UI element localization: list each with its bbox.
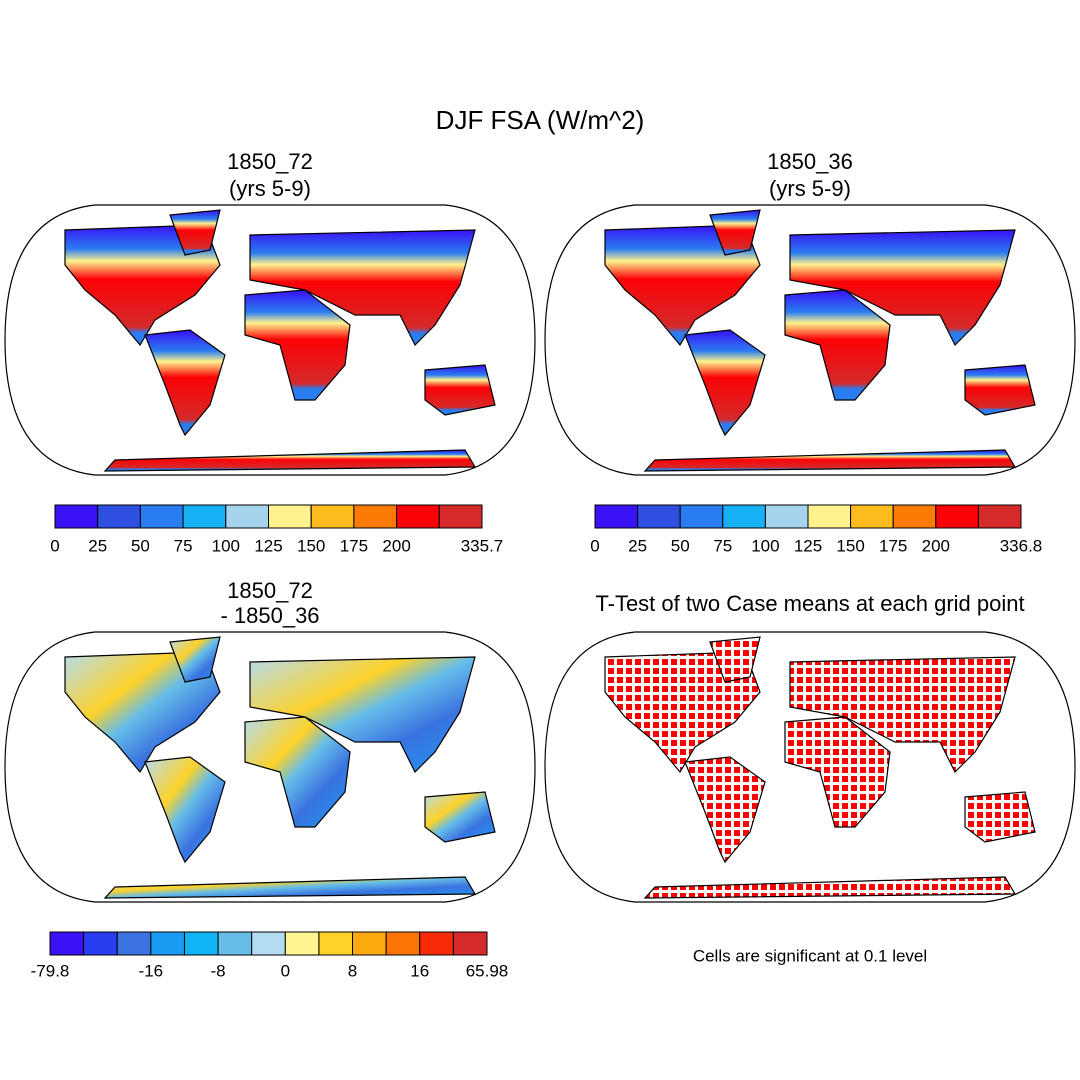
colorbar-box: [892, 504, 937, 529]
colorbar-box: [977, 504, 1022, 529]
colorbar-box: [594, 504, 639, 529]
panel-title: 1850_36: [767, 149, 853, 174]
colorbar-box: [139, 504, 184, 529]
colorbar-label: 175: [879, 536, 907, 555]
colorbar-label: 25: [88, 536, 107, 555]
colorbar-label: 75: [174, 536, 193, 555]
colorbar-box: [352, 931, 387, 956]
colorbar-label: -79.8: [31, 961, 70, 980]
panel-title: (yrs 5-9): [229, 176, 311, 201]
panel-note: Cells are significant at 0.1 level: [693, 946, 927, 965]
colorbar-box: [764, 504, 809, 529]
colorbar-box: [310, 504, 355, 529]
colorbar-label: 16: [410, 961, 429, 980]
map: [4, 204, 536, 476]
colorbar-box: [49, 931, 85, 956]
colorbar-label: 0: [281, 961, 290, 980]
colorbar-label: 336.8: [1000, 536, 1043, 555]
colorbar-label: 125: [794, 536, 822, 555]
colorbar-label: 65.98: [466, 961, 509, 980]
colorbar-box: [116, 931, 152, 956]
colorbar-box: [97, 504, 141, 529]
colorbar-box: [850, 504, 894, 529]
colorbar-box: [385, 931, 421, 956]
colorbar-box: [452, 931, 488, 956]
colorbar-label: 175: [340, 536, 368, 555]
colorbar-box: [438, 504, 483, 529]
colorbar-box: [637, 504, 681, 529]
colorbar-label: 8: [348, 961, 357, 980]
colorbar-label: 200: [922, 536, 950, 555]
colorbar-box: [353, 504, 398, 529]
panel-title: T-Test of two Case means at each grid po…: [595, 591, 1024, 616]
colorbar-box: [679, 504, 724, 529]
colorbar-label: 25: [628, 536, 647, 555]
colorbar-box: [225, 504, 270, 529]
colorbar-box: [182, 504, 227, 529]
colorbar-label: -16: [139, 961, 164, 980]
panel-title: - 1850_36: [220, 603, 319, 628]
panel-title: 1850_72: [227, 149, 313, 174]
map: [544, 204, 1076, 476]
figure-title: DJF FSA (W/m^2): [436, 105, 645, 135]
colorbar-label: 335.7: [461, 536, 504, 555]
colorbar-label: 150: [836, 536, 864, 555]
colorbar-box: [318, 931, 354, 956]
colorbar-box: [935, 504, 979, 529]
colorbar-box: [183, 931, 219, 956]
colorbar-box: [284, 931, 320, 956]
colorbar-box: [268, 504, 312, 529]
panel-title: (yrs 5-9): [769, 176, 851, 201]
colorbar-label: 100: [751, 536, 779, 555]
colorbar-box: [251, 931, 286, 956]
colorbar-box: [722, 504, 766, 529]
colorbar-box: [419, 931, 454, 956]
colorbar-label: 0: [50, 536, 59, 555]
colorbar-box: [807, 504, 852, 529]
colorbar-label: 125: [254, 536, 282, 555]
colorbar-label: -8: [211, 961, 226, 980]
colorbar-label: 50: [131, 536, 150, 555]
colorbar-box: [54, 504, 99, 529]
colorbar-label: 75: [713, 536, 732, 555]
colorbar-label: 50: [671, 536, 690, 555]
colorbar-label: 150: [297, 536, 325, 555]
colorbar-box: [150, 931, 185, 956]
colorbar-label: 200: [382, 536, 410, 555]
map: [4, 631, 536, 903]
map: [544, 631, 1076, 903]
colorbar-label: 100: [212, 536, 240, 555]
colorbar-label: 0: [590, 536, 599, 555]
colorbar-box: [217, 931, 253, 956]
colorbar-box: [83, 931, 118, 956]
colorbar-box: [396, 504, 440, 529]
panel-title: 1850_72: [227, 578, 313, 603]
